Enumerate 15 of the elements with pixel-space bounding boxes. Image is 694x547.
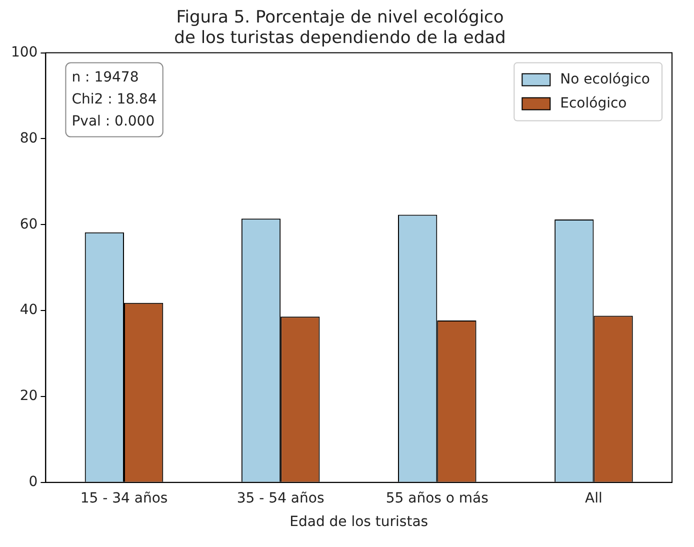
x-tick-label: 55 años o más xyxy=(386,490,488,506)
x-axis-title: Edad de los turistas xyxy=(290,514,428,530)
y-tick-label: 100 xyxy=(10,44,38,60)
x-tick-label: 15 - 34 años xyxy=(80,490,168,506)
x-tick-label: 35 - 54 años xyxy=(236,490,324,506)
legend-label: No ecológico xyxy=(560,71,650,88)
y-tick-label: 20 xyxy=(20,388,38,404)
y-tick-label: 0 xyxy=(28,474,38,490)
y-tick-label: 40 xyxy=(20,302,38,318)
y-tick-label: 80 xyxy=(20,130,38,146)
x-tick-label: All xyxy=(585,490,602,506)
legend-label: Ecológico xyxy=(560,95,627,112)
chart-title: Figura 5. Porcentaje de nivel ecológico de los turistas dependiendo de la edad xyxy=(174,8,506,48)
annotation: n : 19478 Chi2 : 18.84 Pval : 0.000 xyxy=(72,69,157,130)
y-tick-label: 60 xyxy=(20,216,38,232)
